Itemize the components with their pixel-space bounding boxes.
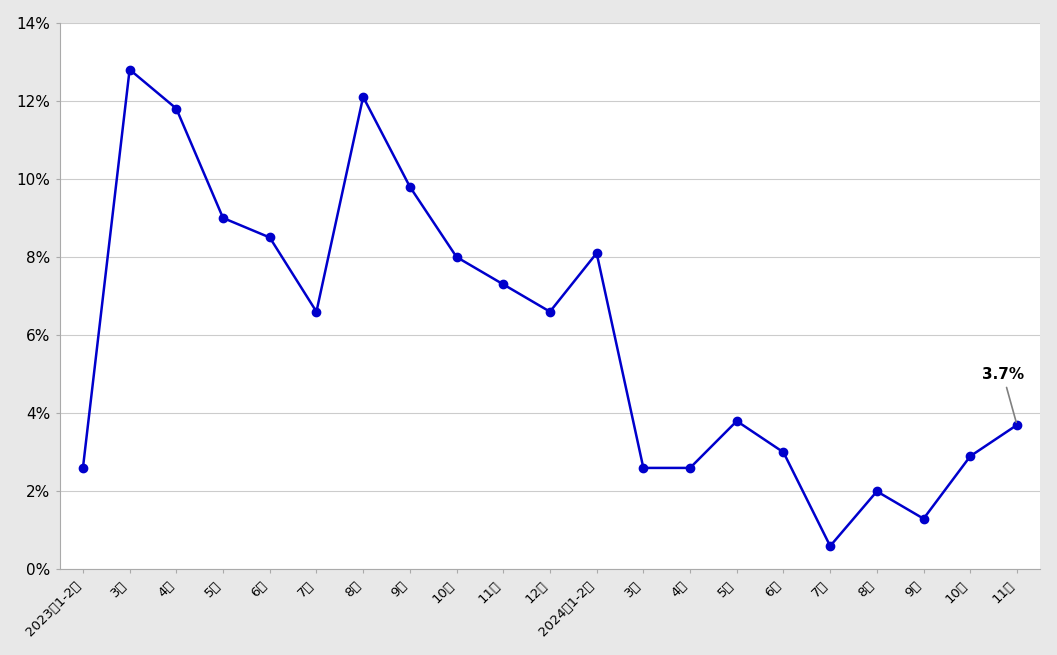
- Text: 3.7%: 3.7%: [982, 367, 1024, 422]
